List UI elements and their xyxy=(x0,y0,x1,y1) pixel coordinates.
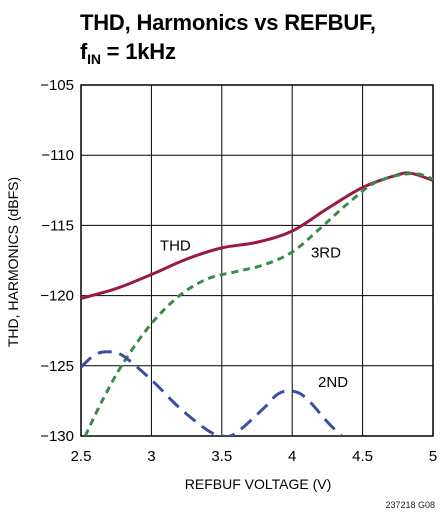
y-tick-label: −105 xyxy=(40,77,74,94)
x-tick-label: 5 xyxy=(429,448,437,465)
series-line-thd xyxy=(81,171,433,300)
title-subscript: IN xyxy=(87,51,101,67)
title-f: f xyxy=(80,39,88,64)
chart-title: THD, Harmonics vs REFBUF, fIN = 1kHz xyxy=(80,8,420,74)
series-line-2nd xyxy=(81,350,343,436)
curve-label-3rd: 3RD xyxy=(311,245,341,262)
curve-label-thd: THD xyxy=(160,238,191,255)
x-axis-label: REFBUF VOLTAGE (V) xyxy=(185,476,332,492)
title-line-2: fIN = 1kHz xyxy=(80,37,420,74)
y-tick-label: −115 xyxy=(41,217,74,234)
y-tick-label: −120 xyxy=(40,288,74,305)
y-axis-label: THD, HARMONICS (dBFS) xyxy=(5,177,21,347)
title-line-1: THD, Harmonics vs REFBUF, xyxy=(80,10,376,35)
x-tick-label: 4.5 xyxy=(352,448,373,465)
curve-labels: THD 3RD 2ND xyxy=(160,238,348,391)
curve-label-2nd: 2ND xyxy=(318,374,348,391)
y-tick-label: −130 xyxy=(40,428,74,445)
x-tick-label: 2.5 xyxy=(71,448,92,465)
plot-frame xyxy=(80,84,434,437)
tick-labels: 2.5 3 3.5 4 4.5 5 −105 −110 −115 −120 −125 −130 xyxy=(40,77,437,465)
y-tick-label: −125 xyxy=(40,358,74,375)
y-tick-label: −110 xyxy=(41,147,74,164)
series-group xyxy=(81,171,433,436)
figure-id: 237218 G08 xyxy=(385,500,435,510)
x-tick-label: 3 xyxy=(147,448,155,465)
title-suffix: = 1kHz xyxy=(100,39,176,64)
grid xyxy=(80,84,434,437)
x-tick-label: 3.5 xyxy=(211,448,232,465)
x-tick-label: 4 xyxy=(288,448,296,465)
series-line-3rd xyxy=(83,171,433,436)
